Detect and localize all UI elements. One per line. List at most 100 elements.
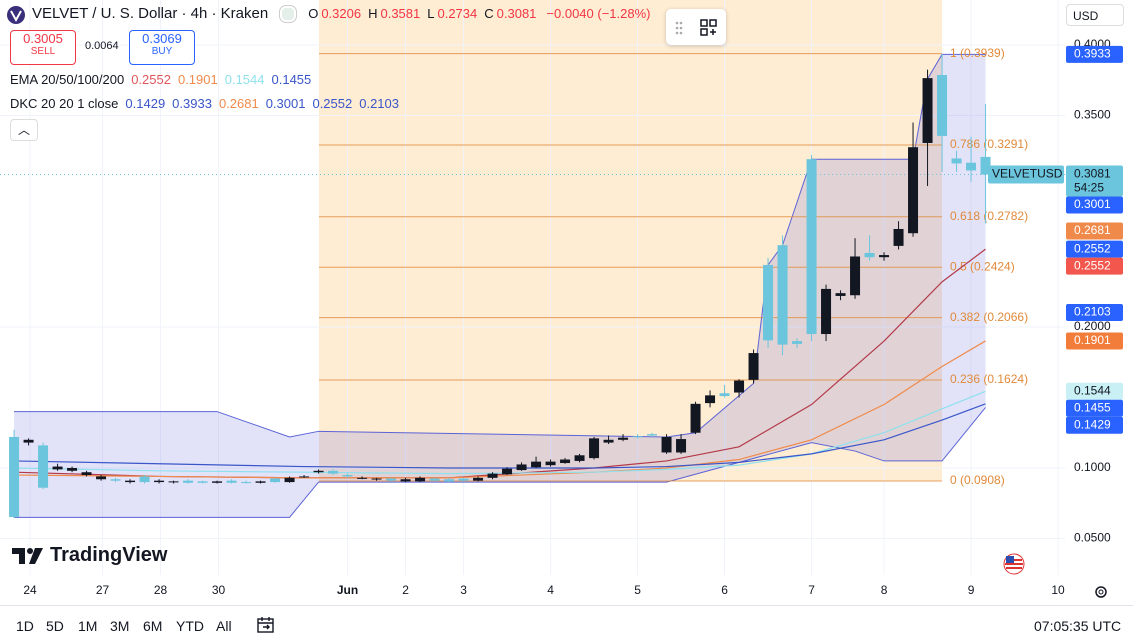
indicator-name: EMA 20/50/100/200 [10, 72, 125, 87]
candle-body [603, 439, 614, 443]
range-button[interactable]: 3M [110, 618, 130, 634]
ohlc-value: 0.3581 [380, 6, 421, 21]
y-tick-label: 0.2000 [1074, 319, 1111, 333]
price-tag-bg [1066, 45, 1123, 63]
widget-icons [675, 19, 717, 36]
candle-body [96, 476, 107, 480]
indicator-value: 0.3933 [172, 96, 212, 111]
date-range-icon[interactable] [255, 614, 277, 636]
brand-name: TradingView [50, 544, 168, 566]
candle-body [473, 477, 484, 481]
range-button[interactable]: YTD [176, 618, 204, 634]
countdown: 54:25 [1074, 181, 1104, 195]
range-button[interactable]: 1M [78, 618, 98, 634]
x-tick-label: 5 [634, 583, 641, 597]
range-button[interactable]: All [216, 618, 232, 634]
x-tick-label: 28 [154, 583, 168, 597]
candle-body [792, 341, 803, 344]
brand-icon [12, 547, 43, 564]
candle-body [458, 478, 469, 481]
price-tag-bg [1066, 165, 1123, 197]
symbol-logo [7, 6, 25, 24]
candle-body [560, 459, 571, 464]
candle-body [212, 481, 223, 483]
candle-body [864, 252, 875, 258]
candle-body [763, 264, 774, 341]
candle-body [386, 478, 397, 481]
candle-body [589, 438, 600, 459]
status-dot [280, 5, 297, 22]
flag-icon [1003, 553, 1025, 575]
candle-body [38, 445, 49, 488]
price-tag: 0.3933 [1074, 47, 1111, 61]
ohlc-key: C [484, 6, 494, 21]
candle-body [821, 288, 832, 335]
candle-body [415, 477, 426, 482]
price-tag-bg [1066, 303, 1123, 321]
x-tick-label: 2 [402, 583, 409, 597]
candle-body [980, 156, 991, 175]
candle-body [951, 158, 962, 164]
candle-body [574, 455, 585, 461]
ema-line [14, 340, 986, 479]
indicator-value: 0.1455 [271, 72, 312, 87]
price-tag-bg [1066, 382, 1123, 400]
x-tick-label: 6 [721, 583, 728, 597]
candle-body [125, 480, 136, 483]
buy-button[interactable]: 0.3069 BUY [129, 30, 195, 65]
header-row: VELVET / U. S. Dollar · 4h · Kraken O 0.3… [32, 5, 650, 22]
range-button[interactable]: 5D [46, 618, 64, 634]
clock: 07:05:35 UTC [1034, 618, 1122, 634]
widget-toolbar[interactable] [666, 9, 726, 45]
candle-body [922, 78, 933, 143]
currency-select[interactable]: USD [1066, 4, 1124, 26]
collapse-button[interactable]: ︿ [10, 119, 38, 141]
fib-shade [319, 0, 942, 481]
candle-body [908, 147, 919, 234]
candle-body [850, 256, 861, 296]
x-tick-label: 8 [881, 583, 888, 597]
settings-icon[interactable] [1091, 582, 1111, 602]
price-tag-bg [1066, 332, 1123, 350]
candle-body [284, 477, 295, 483]
candle-body [226, 480, 237, 483]
candle-body [9, 436, 20, 518]
candle-body [139, 476, 150, 483]
band-line [14, 407, 986, 518]
candle-body [676, 439, 687, 453]
indicator-name: DKC 20 20 1 close [10, 96, 119, 111]
spread: 0.0064 [85, 40, 119, 52]
price-tag: 0.2103 [1074, 305, 1111, 319]
candle-body [183, 480, 194, 483]
candle-body [371, 478, 382, 480]
price-tag: 0.2552 [1074, 241, 1111, 255]
x-tick-label: 9 [968, 583, 975, 597]
price-tag: 0.1544 [1074, 383, 1111, 397]
band-fill [14, 54, 986, 518]
candle-body [110, 479, 121, 481]
ohlc-key: O [308, 6, 319, 21]
candle-body [197, 481, 208, 483]
ohlc-value: 0.3206 [321, 6, 362, 21]
price-axis [1065, 0, 1133, 605]
price-tag-bg [1066, 240, 1123, 258]
x-tick-label: 10 [1051, 583, 1065, 597]
candle-body [531, 461, 542, 468]
candle-body [400, 479, 411, 482]
fib-label: 0.236 (0.1624) [950, 372, 1028, 386]
indicator-row: EMA 20/50/100/200 0.2552 0.1901 0.1544 0.145… [10, 72, 311, 87]
candle-body [618, 437, 629, 440]
ema-line [14, 390, 986, 475]
range-button[interactable]: 1D [16, 618, 34, 634]
sell-button[interactable]: 0.3005 SELL [10, 30, 76, 65]
candle-body [342, 475, 353, 477]
x-tick-label: 7 [808, 583, 815, 597]
range-button[interactable]: 6M [143, 618, 163, 634]
fib-label: 0.618 (0.2782) [950, 209, 1028, 223]
candle-body [241, 482, 252, 484]
indicator-row: DKC 20 20 1 close 0.1429 0.3933 0.2681 0.300… [10, 96, 399, 111]
price-tag-bg [1066, 257, 1123, 275]
fib-label: 1 (0.3939) [950, 46, 1005, 60]
